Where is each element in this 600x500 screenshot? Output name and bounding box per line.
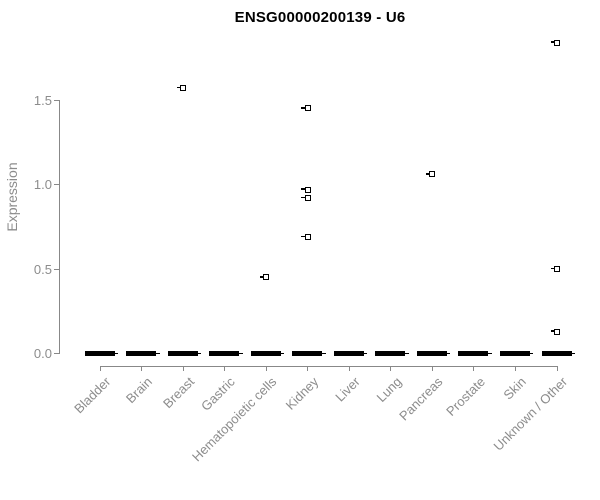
x-axis-tick (265, 365, 267, 371)
zero-expression-dash (375, 351, 409, 356)
x-tick-label: Gastric (198, 373, 239, 414)
x-tick-label: Liver (332, 373, 363, 405)
x-tick-label: Skin (500, 373, 530, 402)
x-axis-tick (473, 365, 475, 371)
x-tick-label: Prostate (442, 373, 488, 419)
zero-expression-dash (250, 351, 285, 356)
x-tick-label: Kidney (282, 373, 322, 413)
y-axis-line (59, 100, 60, 354)
y-axis-tick (54, 99, 59, 101)
y-axis-tick (54, 184, 59, 185)
x-axis-tick (141, 365, 143, 371)
x-tick-label: Brain (123, 373, 156, 406)
data-point-marker (259, 274, 270, 281)
x-axis-tick (224, 365, 226, 371)
x-axis-tick (348, 365, 350, 371)
data-point-marker (550, 39, 560, 46)
x-tick-label: Pancreas (396, 373, 446, 423)
y-axis-tick (54, 353, 59, 354)
zero-expression-dash (126, 351, 160, 356)
zero-expression-dash (167, 351, 202, 356)
x-tick-label: Lung (373, 373, 405, 405)
data-point-marker (425, 171, 436, 178)
data-point-marker (301, 105, 311, 112)
x-tick-label: Breast (159, 373, 197, 411)
x-axis-tick (431, 365, 433, 371)
y-tick-label: 0.0 (33, 346, 52, 361)
x-axis-tick (514, 365, 516, 371)
zero-expression-dash (333, 351, 368, 356)
y-axis-tick (54, 268, 59, 270)
data-point-marker (550, 328, 560, 335)
x-axis-tick (556, 365, 558, 371)
zero-expression-dash (458, 351, 492, 356)
data-point-marker (301, 195, 311, 202)
x-tick-label: Bladder (71, 373, 114, 416)
x-axis-tick (182, 365, 184, 371)
x-axis-line (100, 365, 558, 367)
data-point-marker (301, 233, 311, 240)
x-axis-tick (99, 365, 101, 371)
y-tick-label: 1.5 (33, 92, 52, 108)
zero-expression-dash (292, 351, 326, 356)
zero-expression-dash (499, 351, 534, 356)
x-axis-tick (390, 365, 392, 371)
x-tick-label: Unknown / Other (491, 373, 571, 454)
zero-expression-dash (541, 351, 575, 356)
y-tick-label: 1.0 (33, 177, 52, 192)
x-axis-tick (307, 365, 309, 371)
data-point-marker (301, 186, 311, 193)
data-point-marker (550, 266, 560, 272)
zero-expression-dash (84, 351, 118, 356)
zero-expression-dash (209, 351, 243, 356)
zero-expression-dash (416, 351, 451, 356)
data-point-marker (176, 85, 187, 92)
chart-title: ENSG00000200139 - U6 (234, 9, 406, 26)
y-tick-label: 0.5 (33, 261, 52, 277)
